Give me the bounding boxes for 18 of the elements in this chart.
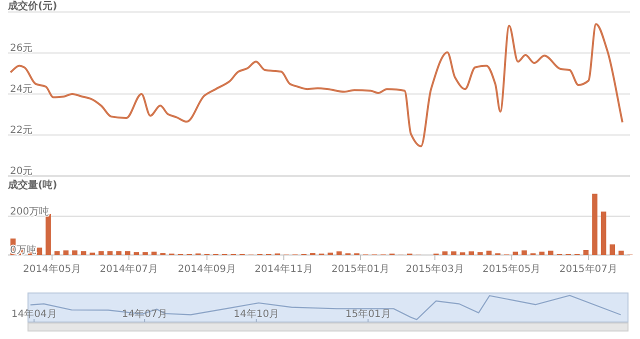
x-tick-label: 2015年01月 <box>331 263 390 275</box>
y-tick-label: 200万吨 <box>10 205 50 218</box>
x-tick-label: 2014年09月 <box>178 263 236 275</box>
x-tick-label: 2014年11月 <box>254 263 313 275</box>
x-tick-label: 14年04月 <box>11 308 57 320</box>
y-tick-label: 26元 <box>10 43 33 54</box>
y-tick-label: 20元 <box>10 166 33 177</box>
x-tick-label: 15年01月 <box>345 308 391 320</box>
y-tick-label: 22元 <box>10 125 33 136</box>
x-tick-label: 2015年03月 <box>406 263 464 275</box>
x-tick-label: 2014年07月 <box>100 263 158 275</box>
chart-title: 成交价(元) <box>7 0 58 12</box>
y-tick-label: 24元 <box>10 84 33 95</box>
x-tick-label: 14年10月 <box>234 308 280 320</box>
chart-title: 成交量(吨) <box>7 179 58 191</box>
x-tick-label: 2014年05月 <box>22 263 82 275</box>
x-tick-label: 2015年05月 <box>482 263 541 275</box>
x-tick-label: 2015年07月 <box>559 263 618 275</box>
